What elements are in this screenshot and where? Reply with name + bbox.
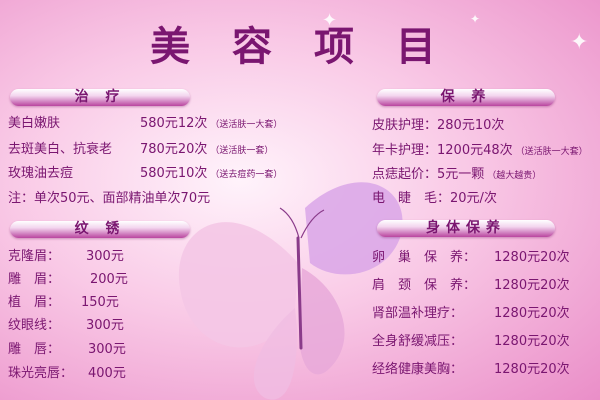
section-header-care: 保 养	[377, 89, 555, 106]
item-name: 肩 颈 保 养：	[372, 278, 477, 293]
item-price: 20元/次	[450, 191, 497, 206]
item-name: 珠光亮唇：	[8, 366, 74, 381]
item-note: （送活肤一套）	[210, 146, 274, 156]
item-note: （越大越贵）	[487, 171, 542, 181]
item-name: 雕 唇：	[8, 342, 61, 357]
item-name: 肾部温补理疗：	[372, 306, 464, 321]
item-price: 1280元20次	[494, 250, 570, 265]
butterfly-icon	[178, 182, 403, 400]
list-item: 全身舒缓减压： 1280元20次	[372, 334, 570, 350]
item-price: 300元	[88, 342, 126, 357]
item-price: 580元12次	[140, 116, 208, 131]
item-name: 植 眉：	[8, 295, 61, 310]
item-name: 全身舒缓减压：	[372, 334, 464, 349]
list-item: 经络健康美胸： 1280元20次	[372, 362, 570, 378]
item-price: 5元一颗	[437, 167, 485, 182]
item-name: 纹眼线：	[8, 318, 61, 333]
list-item: 雕 唇： 300元	[8, 342, 126, 358]
item-price: 1280元20次	[494, 334, 570, 349]
item-name: 点痣起价：	[372, 167, 438, 182]
list-item: 年卡护理：1200元48次 （送活肤一大套）	[372, 143, 588, 160]
item-name: 玫瑰油去痘	[8, 166, 74, 181]
list-item: 肩 颈 保 养： 1280元20次	[372, 278, 570, 294]
item-price: 580元10次	[140, 166, 208, 181]
list-item: 珠光亮唇： 400元	[8, 366, 126, 382]
list-item: 雕 眉： 200元	[8, 272, 128, 288]
section-header-embroidery: 纹 锈	[10, 221, 190, 238]
list-item: 玫瑰油去痘 580元10次 （送去痘药一套）	[8, 166, 282, 182]
section-header-body: 身体保养	[377, 220, 555, 237]
item-price: 1200元48次	[437, 143, 513, 158]
item-name: 雕 眉：	[8, 272, 61, 287]
list-item: 克隆眉： 300元	[8, 249, 124, 265]
item-name: 卵 巢 保 养：	[372, 250, 477, 265]
sparkle-icon: ✦	[570, 30, 589, 55]
item-note: （送活肤一大套）	[210, 120, 283, 130]
item-price: 300元	[86, 249, 124, 264]
section-header-treatment: 治 疗	[10, 89, 190, 106]
item-price: 1280元20次	[494, 362, 570, 377]
item-price: 300元	[86, 318, 124, 333]
list-item: 纹眼线： 300元	[8, 318, 124, 334]
item-price: 400元	[88, 366, 126, 381]
item-name: 皮肤护理：	[372, 118, 438, 133]
item-name: 美白嫩肤	[8, 116, 61, 131]
item-name: 年卡护理：	[372, 143, 438, 158]
list-item: 点痣起价：5元一颗 （越大越贵）	[372, 167, 541, 184]
item-note: （送去痘药一套）	[210, 170, 283, 180]
list-item: 皮肤护理：280元10次	[372, 118, 507, 135]
item-price: 280元10次	[437, 118, 505, 133]
list-item: 电 睫 毛：20元/次	[372, 191, 500, 208]
item-name: 克隆眉：	[8, 249, 61, 264]
list-item: 植 眉： 150元	[8, 295, 119, 311]
list-item: 肾部温补理疗： 1280元20次	[372, 306, 570, 322]
item-name: 经络健康美胸：	[372, 362, 464, 377]
sparkle-icon: ✦	[470, 12, 481, 26]
sparkle-icon: ✦	[322, 10, 338, 31]
item-name: 去斑美白、抗衰老	[8, 142, 113, 157]
page-title: 美 容 项 目	[150, 23, 450, 70]
item-note: （送活肤一大套）	[515, 147, 588, 157]
list-item: 美白嫩肤 580元12次 （送活肤一大套）	[8, 116, 282, 132]
item-price: 150元	[81, 295, 119, 310]
treatment-footnote: 注：单次50元、面部精油单次70元	[8, 191, 211, 206]
list-item: 卵 巢 保 养： 1280元20次	[372, 250, 570, 266]
item-price: 780元20次	[140, 142, 208, 157]
item-price: 1280元20次	[494, 306, 570, 321]
item-name: 电 睫 毛：	[372, 191, 451, 206]
list-item: 去斑美白、抗衰老 780元20次 （送活肤一套）	[8, 142, 273, 158]
item-price: 200元	[90, 272, 128, 287]
item-price: 1280元20次	[494, 278, 570, 293]
